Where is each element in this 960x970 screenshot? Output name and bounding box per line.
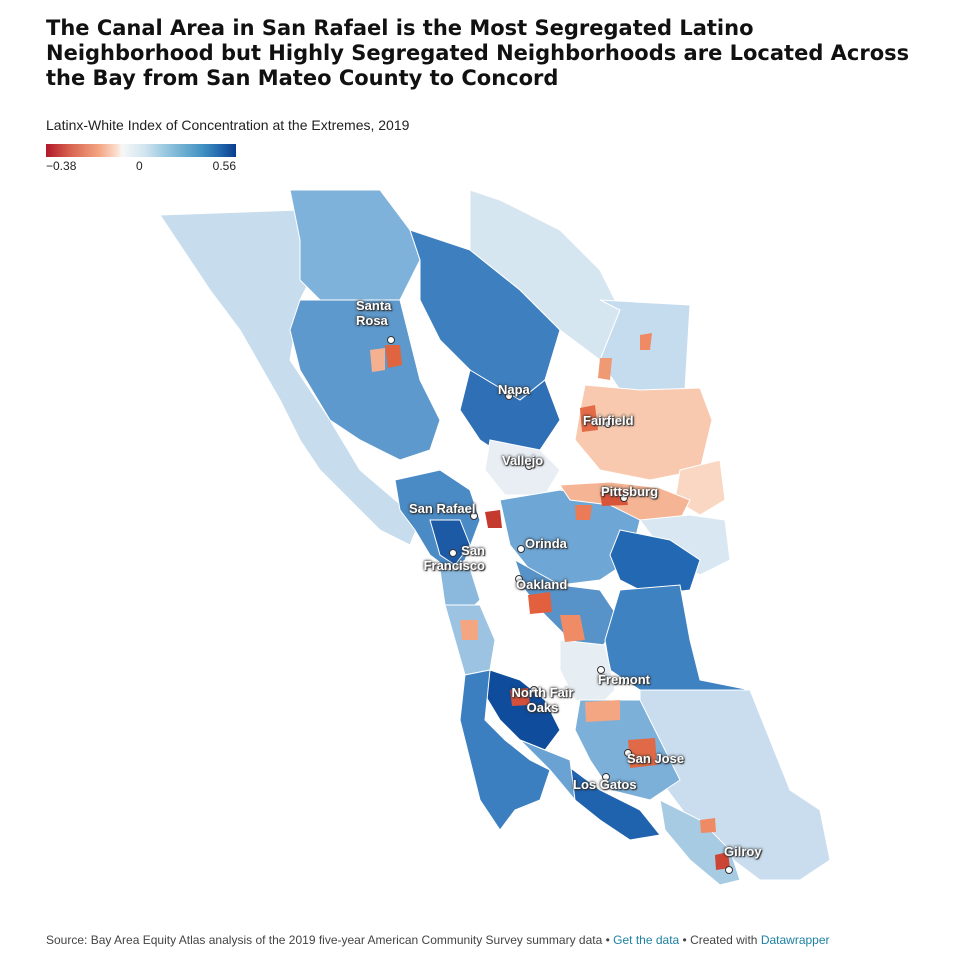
chart-subtitle: Latinx-White Index of Concentration at t… [46,117,410,133]
city-dot-gilroy [725,866,733,874]
city-label-pittsburg: Pittsburg [601,484,659,499]
hotspot-north-east[interactable] [640,333,652,350]
hotspot-morgan-hill[interactable] [700,818,716,833]
city-label-san-jose: San Jose [627,751,685,766]
legend-max-label: 0.56 [212,159,236,173]
source-footer: Source: Bay Area Equity Atlas analysis o… [46,933,830,947]
hotspot-concord[interactable] [575,505,592,520]
city-dot-fairfield [604,420,612,428]
city-dot-napa [505,392,513,400]
city-dot-san-francisco [449,549,457,557]
city-label-fairfield: Fairfield [583,413,634,428]
get-data-link[interactable]: Get the data [613,933,680,947]
city-dot-san-jose [624,749,632,757]
hotspot-napa[interactable] [598,358,612,380]
city-label-fremont: Fremont [598,672,650,687]
legend-labels: −0.38 0 0.56 [46,159,236,175]
hotspot-santa-rosa-2[interactable] [370,348,385,372]
city-dot-pittsburg [620,494,628,502]
legend-min-label: −0.38 [46,159,77,173]
region-sonoma-central[interactable] [289,299,441,461]
city-dot-los-gatos [602,773,610,781]
city-label-oakland: Oakland [516,577,568,592]
hotspot-east-bay-2[interactable] [460,620,478,640]
hotspot-fair-oaks[interactable] [510,688,530,706]
hotspot-oakland-south[interactable] [560,615,585,642]
city-dot-fremont [597,666,605,674]
hotspot-san-jose[interactable] [628,738,657,768]
hotspot-oakland[interactable] [528,592,552,614]
legend-gradient-bar [46,144,236,157]
hotspot-gilroy[interactable] [715,852,730,870]
created-with-text: Created with [690,933,758,947]
footer-separator: • [605,933,610,947]
region-los-gatos-hills[interactable] [558,758,661,841]
city-label-gilroy: Gilroy [724,844,762,859]
city-label-north-fair-oaks: North Fair Oaks [511,685,574,715]
city-dot-orinda [517,545,525,553]
region-san-francisco[interactable] [439,567,481,611]
chart-title: The Canal Area in San Rafael is the Most… [46,16,910,90]
color-legend: −0.38 0 0.56 [46,144,236,175]
city-label-san-francisco: San Francisco [423,543,485,573]
region-solano[interactable] [574,384,713,481]
region-sonoma-coast[interactable] [159,209,421,546]
region-san-mateo-coast[interactable] [459,669,551,831]
city-label-san-rafael: San Rafael [409,501,476,516]
hotspot-santa-rosa[interactable] [385,345,402,368]
city-dot-north-fair-oaks [530,686,538,694]
region-san-mateo-south[interactable] [519,739,576,802]
city-dot-san-rafael [470,512,478,520]
legend-mid-label: 0 [136,159,143,173]
city-label-napa: Napa [498,382,530,397]
city-label-los-gatos: Los Gatos [573,777,637,792]
city-label-santa-rosa: Santa Rosa [356,298,392,328]
bay-area-choropleth-map[interactable] [0,180,960,900]
city-dot-santa-rosa [387,336,395,344]
region-sonoma-north[interactable] [289,189,421,301]
source-text: Source: Bay Area Equity Atlas analysis o… [46,933,603,947]
city-dot-vallejo [525,462,533,470]
region-marin-south[interactable] [429,519,471,566]
city-label-orinda: Orinda [525,536,567,551]
city-label-vallejo: Vallejo [502,453,544,468]
hotspot-fairfield[interactable] [580,405,598,432]
city-dot-oakland [515,575,523,583]
hotspot-south-bay[interactable] [585,700,620,722]
hotspot-san-rafael[interactable] [485,510,502,528]
datawrapper-link[interactable]: Datawrapper [760,933,830,947]
footer-separator-2: • [682,933,687,947]
